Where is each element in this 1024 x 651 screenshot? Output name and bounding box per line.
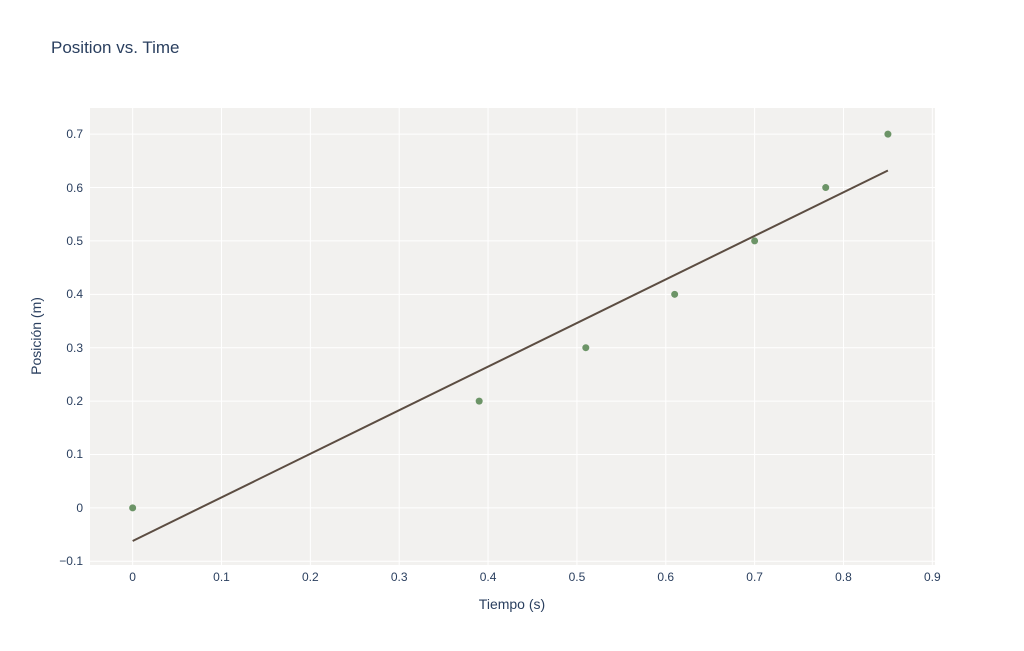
y-tick-label: 0.4 [66, 287, 83, 302]
x-axis-title: Tiempo (s) [478, 596, 546, 612]
chart-title: Position vs. Time [51, 38, 180, 57]
y-tick-label: 0.5 [66, 233, 83, 248]
x-tick-label: 0.7 [746, 570, 763, 584]
y-tick-label: 0.3 [66, 340, 83, 355]
x-tick-label: 0.9 [923, 570, 941, 584]
x-tick-label: 0.5 [568, 570, 586, 584]
y-tick-label: 0.2 [66, 394, 83, 409]
x-tick-label: 0.1 [213, 570, 230, 584]
x-tick-label: 0.3 [390, 570, 408, 584]
y-tick-label: −0.1 [59, 554, 83, 569]
x-tick-label: 0.8 [835, 570, 852, 584]
y-axis-title: Posición (m) [28, 297, 44, 375]
x-tick-label: 0.6 [657, 570, 675, 584]
y-tick-label: 0.7 [66, 127, 83, 142]
y-tick-label: 0.1 [66, 447, 83, 462]
x-tick-label: 0 [129, 570, 136, 584]
x-tick-label: 0.4 [479, 570, 497, 584]
x-tick-label: 0.2 [302, 570, 319, 584]
y-tick-label: 0 [76, 500, 83, 515]
y-tick-label: 0.6 [66, 180, 83, 195]
plot-area[interactable] [90, 108, 935, 565]
